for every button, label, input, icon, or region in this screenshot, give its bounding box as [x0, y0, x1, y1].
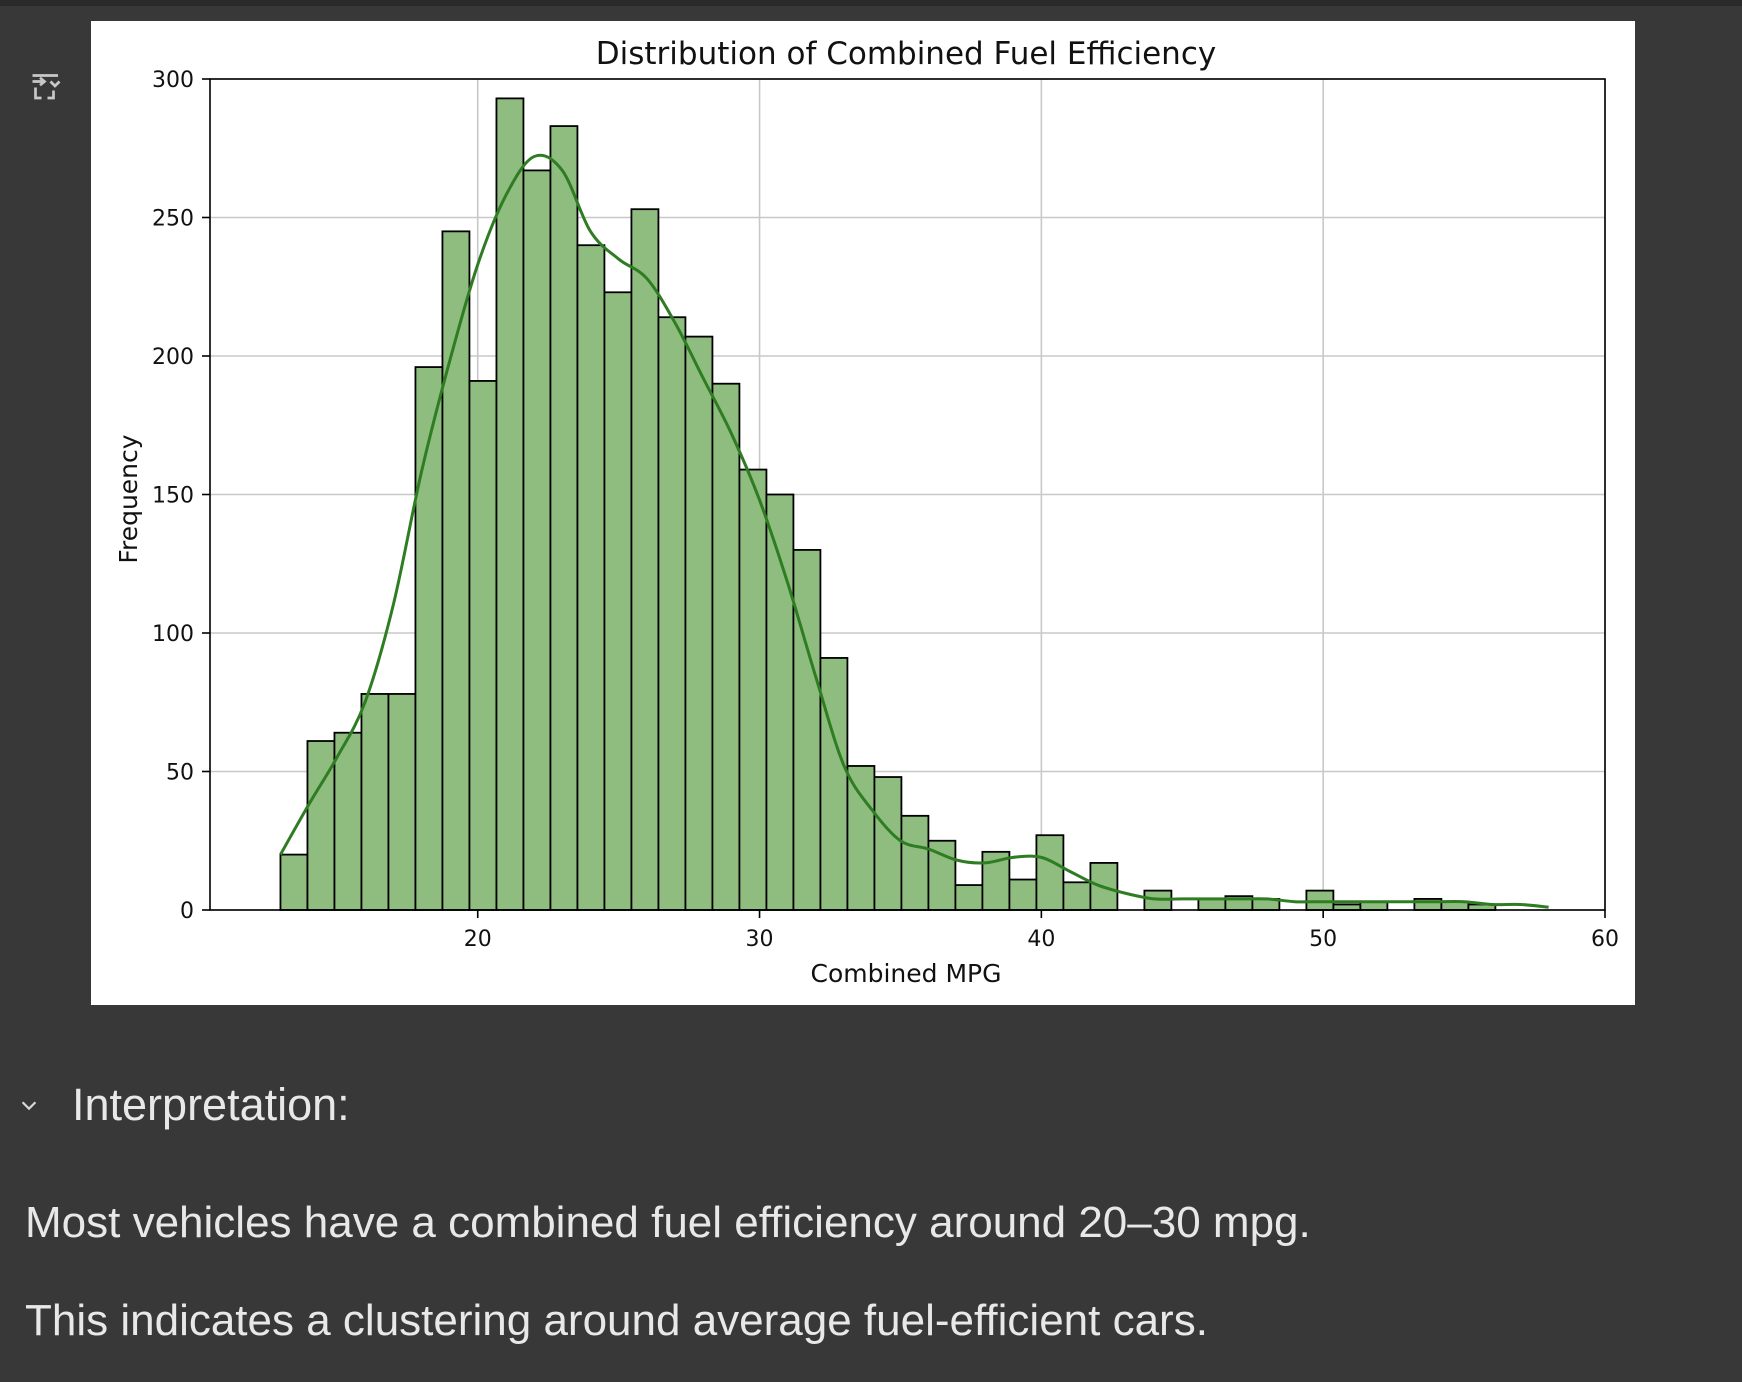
histogram-bar — [738, 468, 768, 911]
histogram-bar — [522, 169, 552, 911]
histogram-bar — [441, 230, 471, 911]
paragraph-2: This indicates a clustering around avera… — [25, 1296, 1208, 1345]
histogram-bar — [711, 382, 741, 911]
section-title: Interpretation: — [72, 1079, 350, 1130]
x-tick-label: 30 — [746, 927, 774, 952]
histogram-bar — [333, 731, 363, 911]
y-tick-label: 50 — [166, 761, 194, 786]
histogram-bar — [873, 776, 903, 911]
x-tick-label: 20 — [464, 927, 492, 952]
histogram-bar — [1332, 903, 1362, 911]
y-tick-label: 250 — [152, 207, 194, 232]
histogram-bar — [279, 853, 309, 911]
histogram-bar — [819, 657, 849, 911]
histogram-bar — [630, 208, 660, 911]
chart-title: Distribution of Combined Fuel Efficiency — [596, 36, 1216, 72]
paragraph-1: Most vehicles have a combined fuel effic… — [25, 1198, 1311, 1247]
histogram-bar — [657, 316, 687, 911]
histogram-bar — [549, 125, 579, 911]
histogram-bar — [495, 97, 525, 911]
interpretation-section-header[interactable]: Interpretation: — [14, 1070, 350, 1140]
histogram-bar — [684, 335, 714, 911]
histogram-bar — [414, 366, 444, 911]
x-tick-label: 50 — [1309, 927, 1337, 952]
kde-curve — [279, 153, 1549, 909]
histogram-bar — [900, 814, 930, 911]
histogram-bar — [603, 291, 633, 911]
y-tick-label: 0 — [180, 899, 194, 924]
histogram-bar — [792, 549, 822, 911]
histogram-bar — [360, 693, 390, 911]
histogram-bar — [1197, 898, 1227, 911]
histogram-bar — [468, 380, 498, 911]
cell-top-border — [0, 0, 1742, 6]
histogram-bar — [1035, 834, 1065, 911]
histogram-bar — [387, 693, 417, 911]
histogram-bar — [576, 244, 606, 911]
histogram-bar — [1008, 878, 1038, 911]
x-tick-label: 40 — [1027, 927, 1055, 952]
histogram-figure: 20 30 40 50 60 0 50 100 150 200 250 300 Distributi… — [91, 21, 1635, 1005]
y-tick-label: 300 — [152, 68, 194, 93]
histogram-chart: 20 30 40 50 60 0 50 100 150 200 250 300 Distributi… — [114, 36, 1619, 988]
x-tick-label: 60 — [1591, 927, 1619, 952]
y-tick-label: 100 — [152, 622, 194, 647]
y-axis-label: Frequency — [114, 434, 143, 563]
output-toggle-icon[interactable] — [26, 66, 66, 106]
histogram-bar — [1062, 881, 1092, 911]
chevron-down-icon[interactable] — [14, 1090, 44, 1120]
histogram-bar — [954, 884, 984, 911]
x-axis-label: Combined MPG — [811, 959, 1002, 988]
y-tick-label: 200 — [152, 345, 194, 370]
y-tick-label: 150 — [152, 484, 194, 509]
histogram-bar — [846, 765, 876, 911]
